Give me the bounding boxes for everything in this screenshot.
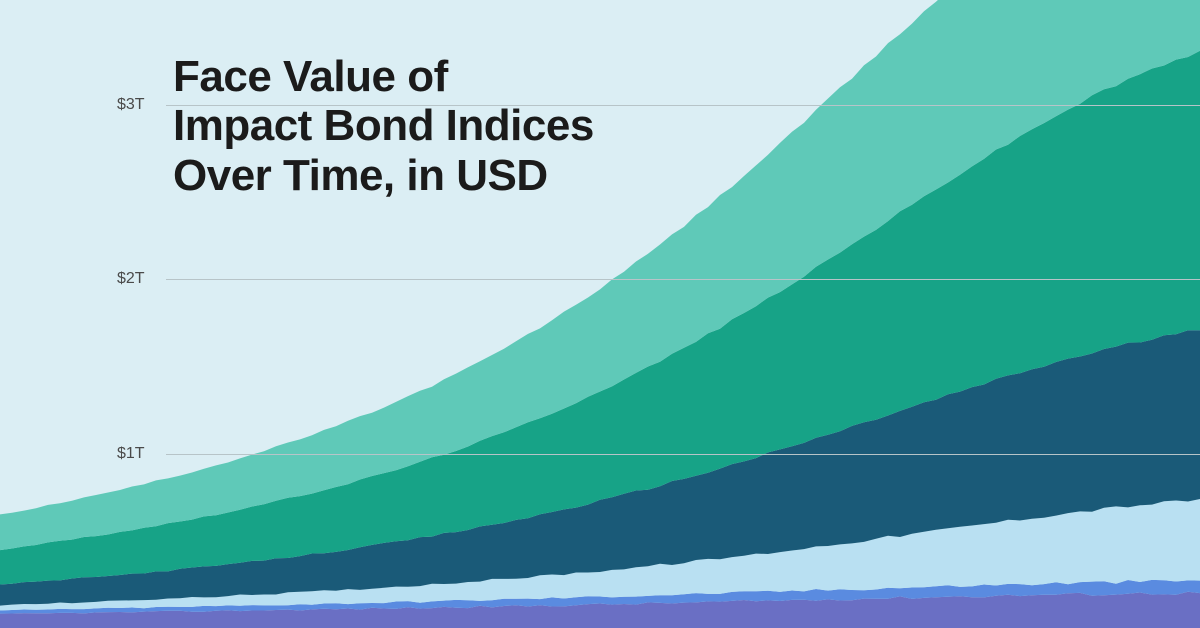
- gridline: [166, 279, 1200, 280]
- y-axis-tick-label: $2T: [117, 270, 145, 288]
- y-axis-tick-label: $1T: [117, 445, 145, 463]
- impact-bond-chart: $1T $2T $3T Face Value of Impact Bond Indi…: [0, 0, 1200, 628]
- gridline: [166, 454, 1200, 455]
- y-axis-tick-label: $3T: [117, 96, 145, 114]
- chart-title: Face Value of Impact Bond Indices Over T…: [173, 52, 594, 200]
